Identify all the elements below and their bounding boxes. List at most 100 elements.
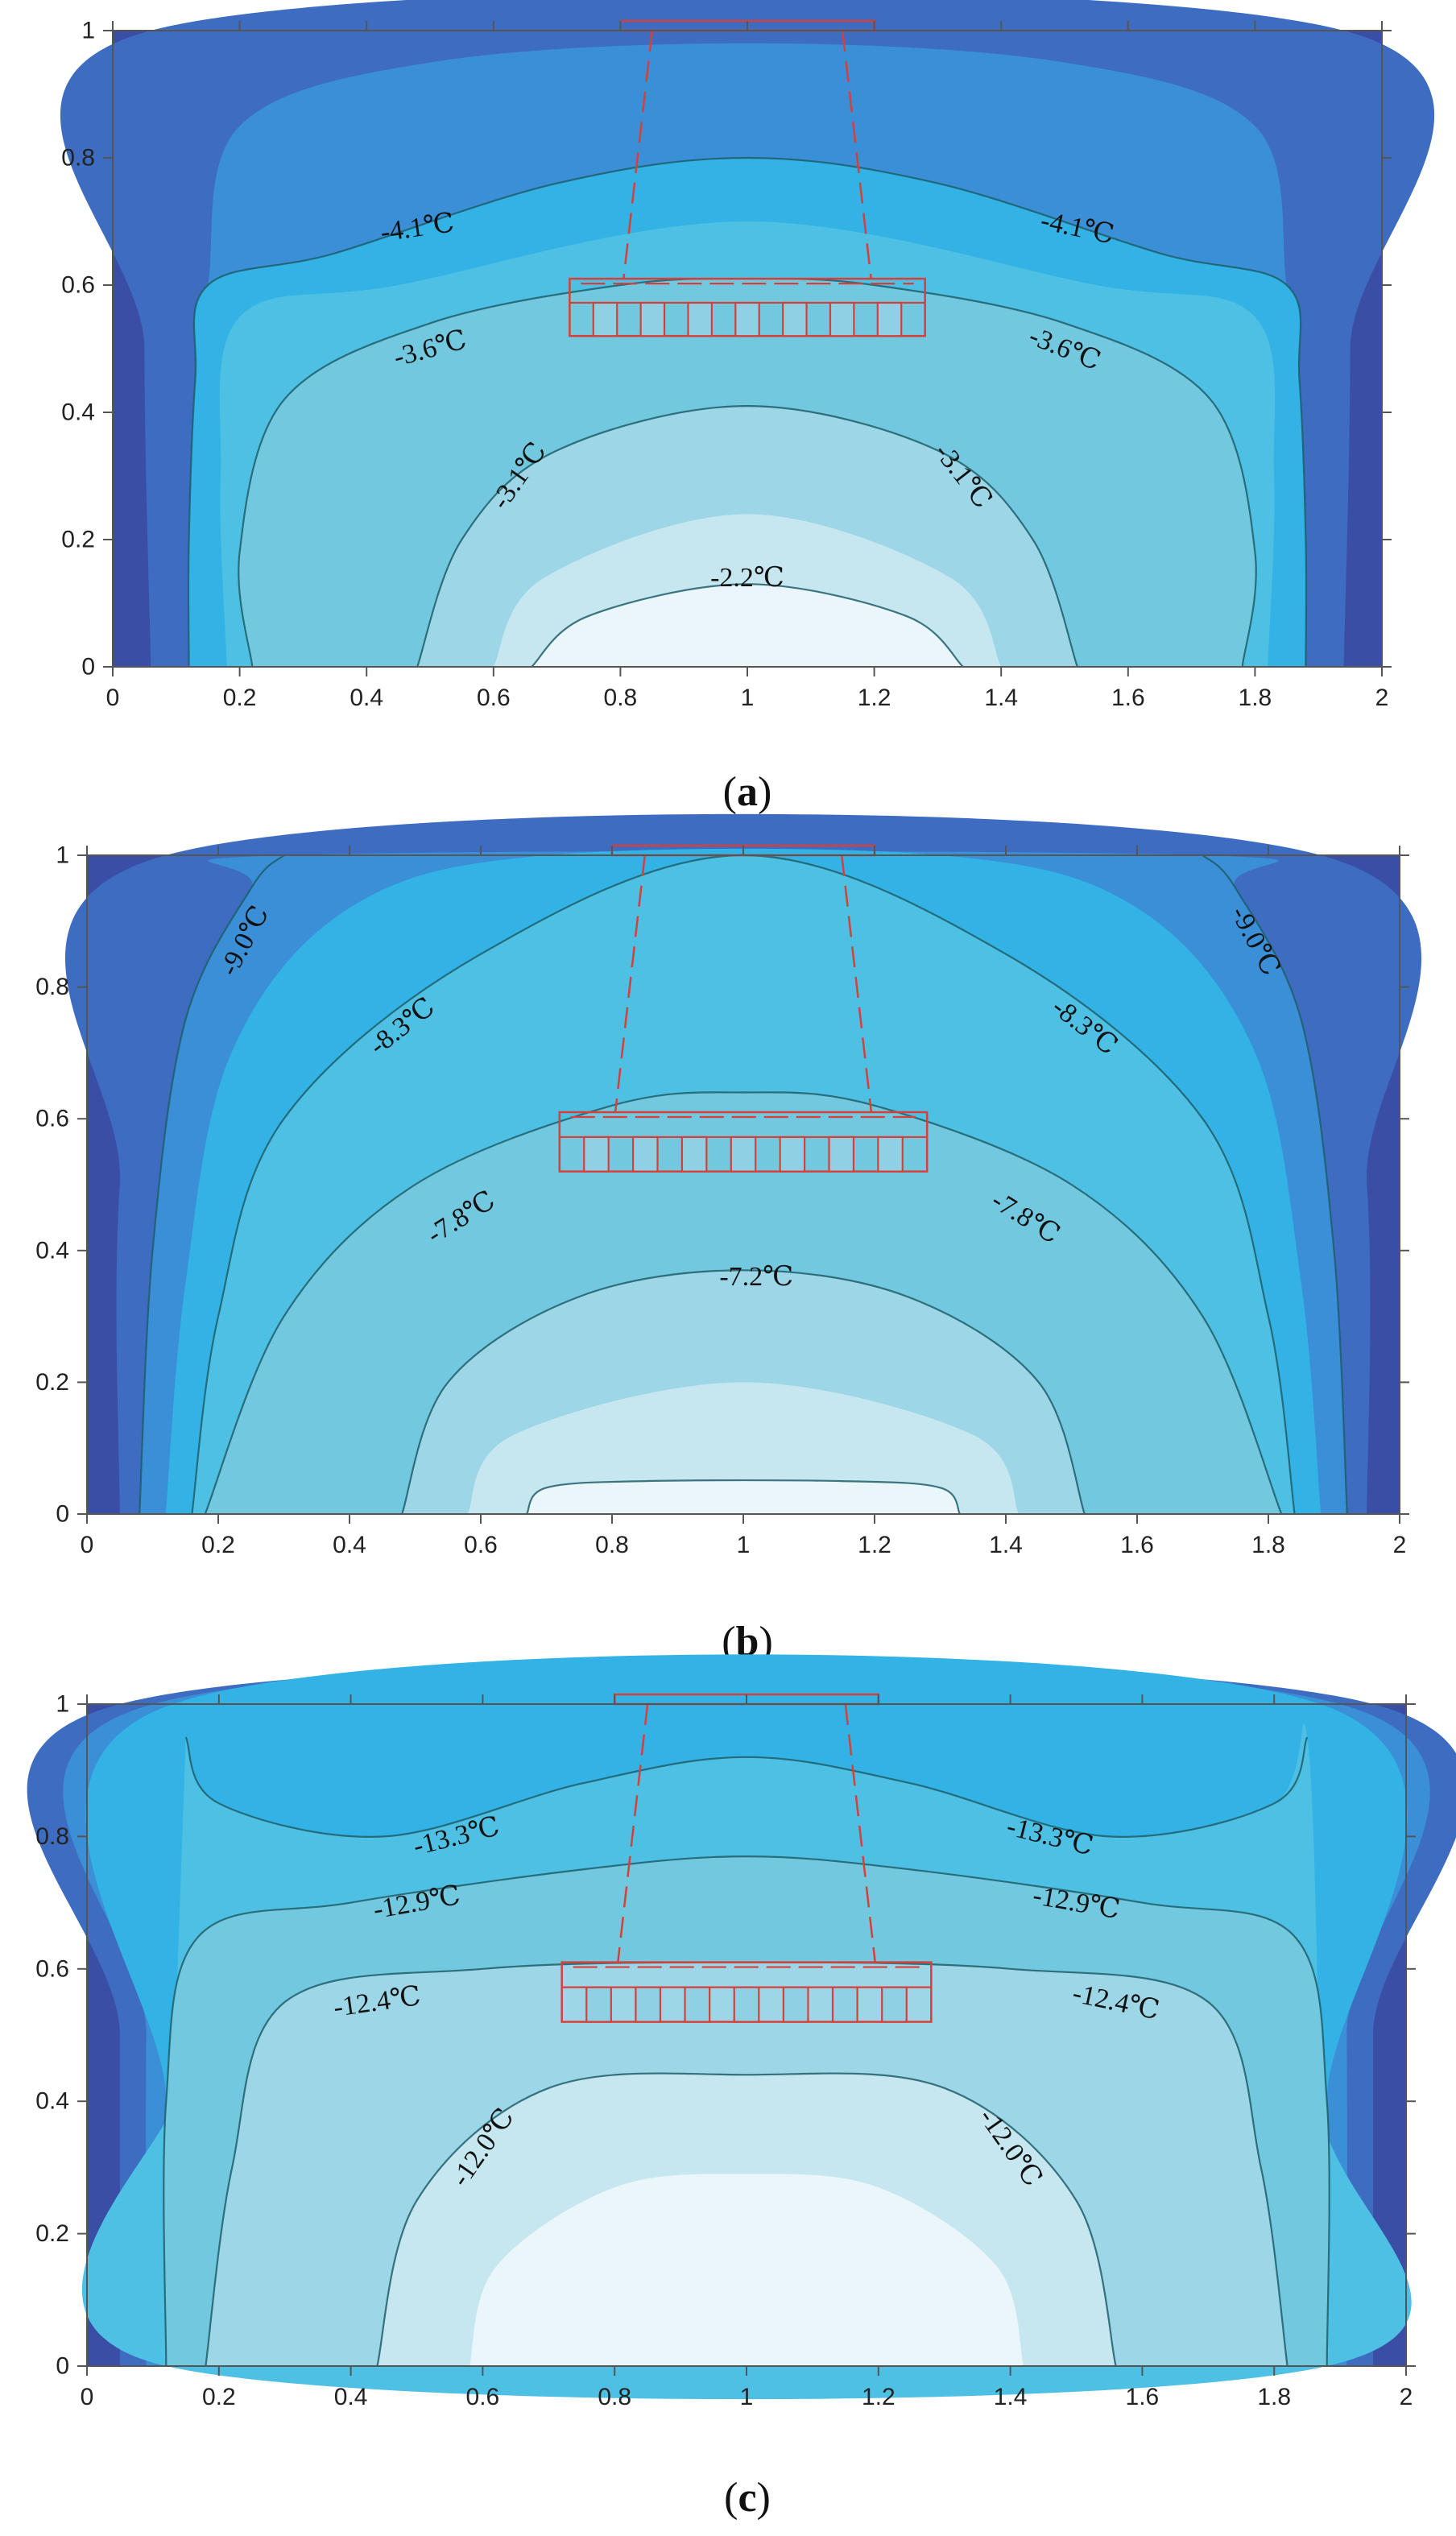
panel-c-sleeper-notch-3 — [684, 1986, 711, 2023]
panel-b-x-tick-label-0: 0 — [81, 1532, 94, 1558]
panel-b-x-tick-label-4: 0.8 — [595, 1532, 629, 1558]
panel-c-sleeper-notch-1 — [585, 1986, 612, 2023]
panel-a-right-diffusion-line — [841, 30, 872, 279]
panel-a-x-tick-label-4: 0.8 — [604, 685, 638, 711]
panel-a-contour-label-7: -2.2℃ — [710, 563, 784, 593]
panel-c-x-tick-label-5: 1 — [740, 2384, 754, 2410]
panel-c-y-tick-label-1: 0.2 — [35, 2220, 69, 2247]
panel-a-contour-4 — [531, 583, 964, 668]
panel-a-sleeper-notch-6 — [829, 301, 855, 337]
panel-c-x-tick-label-0: 0 — [81, 2384, 94, 2410]
panel-a-y-tick-label-2: 0.4 — [61, 399, 95, 426]
panel-a-sleeper-notch-5 — [782, 301, 808, 337]
panel-c-sleeper-notch-5 — [782, 1986, 809, 2023]
panel-c-right-diffusion-line — [844, 1703, 876, 1963]
panel-c-contour-2 — [163, 1855, 1330, 2367]
panel-b-contour-4 — [204, 1091, 1283, 1515]
panel-a-sleeper-notch-3 — [687, 301, 713, 337]
panel-a-y-tick-label-5: 1 — [81, 18, 95, 44]
panel-b-y-tick-label-0: 0 — [56, 1501, 69, 1528]
panel-c: -13.3℃ -13.3℃-12.9℃ -12.9℃-12.4℃ -12.4℃-12.… — [27, 1654, 1456, 2521]
panel-b-y-tick-label-5: 1 — [56, 842, 69, 869]
panel-a: -4.1℃ -4.1℃-3.6℃ -3.6℃-3.1℃ -3.1℃-2.2℃ 0 0.2… — [60, 0, 1435, 815]
panel-c-axes: 0 0.2 0.4 0.6 0.8 1 1.2 1.4 1.6 1.8 2 0 0.2 0.4 0.6 0.8… — [35, 1691, 1416, 2410]
panel-b-sleeper-notch-2 — [631, 1136, 659, 1173]
panel-b-sleeper-notch-5 — [779, 1136, 806, 1173]
panel-a-y-tick-label-4: 0.8 — [61, 145, 95, 172]
panel-c-y-tick-label-0: 0 — [56, 2353, 69, 2380]
panel-b-right-diffusion-line — [841, 854, 873, 1113]
panel-c-x-tick-label-10: 2 — [1400, 2384, 1413, 2410]
panel-c-x-tick-label-6: 1.2 — [862, 2384, 896, 2410]
panel-c-sleeper-notch-6 — [831, 1986, 858, 2023]
panel-c-y-tick-label-5: 1 — [56, 1691, 69, 1718]
panel-a-contour-1 — [187, 156, 1308, 668]
panel-a-y-tick-label-3: 0.6 — [61, 272, 95, 299]
panel-c-x-tick-label-4: 0.8 — [598, 2384, 631, 2410]
panel-b-sleeper-notch-6 — [828, 1136, 855, 1173]
panel-c-contour-4 — [376, 2072, 1117, 2367]
panel-c-x-tick-label-8: 1.6 — [1126, 2384, 1160, 2410]
panel-a-axes: 0 0.2 0.4 0.6 0.8 1 1.2 1.4 1.6 1.8 2 0 0.2 0.4 0.6 0.8… — [61, 18, 1392, 711]
panel-a-x-tick-label-8: 1.6 — [1111, 685, 1145, 711]
panel-b-contour-2 — [1202, 854, 1348, 1515]
panel-b-y-tick-label-1: 0.2 — [35, 1369, 69, 1396]
panel-b-x-tick-label-2: 0.4 — [333, 1532, 366, 1558]
panel-c-left-diffusion-line — [617, 1703, 649, 1963]
panel-a-x-tick-label-10: 2 — [1375, 685, 1389, 711]
panel-b-pavement-structure — [558, 844, 929, 1173]
panel-b-y-tick-label-3: 0.6 — [35, 1106, 69, 1132]
panel-b-x-tick-label-8: 1.6 — [1120, 1532, 1154, 1558]
panel-c-y-tick-label-3: 0.6 — [35, 1955, 69, 1982]
panel-a-pavement-structure — [569, 19, 926, 337]
panel-b-x-tick-label-3: 0.6 — [464, 1532, 498, 1558]
panel-c-y-tick-label-2: 0.4 — [35, 2088, 69, 2115]
panel-b-x-tick-label-5: 1 — [737, 1532, 751, 1558]
panel-b-y-tick-label-4: 0.8 — [35, 974, 69, 1000]
panel-b-x-tick-label-10: 2 — [1393, 1532, 1407, 1558]
panel-b-band-7 — [467, 1382, 1020, 1514]
panel-a-x-tick-label-1: 0.2 — [223, 685, 257, 711]
panel-a-x-tick-label-0: 0 — [106, 685, 120, 711]
panel-b-contour-5 — [401, 1269, 1086, 1515]
panel-a-sleeper-notch-7 — [876, 301, 903, 337]
panel-a-x-tick-label-5: 1 — [741, 685, 755, 711]
panel-a-x-tick-label-2: 0.4 — [350, 685, 383, 711]
panel-b-sleeper-notch-7 — [877, 1136, 904, 1173]
panel-c-x-tick-label-7: 1.4 — [994, 2384, 1028, 2410]
panel-a-caption: (a) — [723, 769, 772, 815]
panel-b-sleeper-notch-4 — [730, 1136, 757, 1173]
panel-b-y-tick-label-2: 0.4 — [35, 1237, 69, 1264]
panel-b-contour-label-7: -7.2℃ — [719, 1262, 793, 1292]
panel-b-sleeper-notch-1 — [583, 1136, 610, 1173]
panel-b: -9.0℃ -9.0℃-8.3℃ -8.3℃-7.8℃ -7.8℃-7.2℃ 0 0.2… — [35, 813, 1422, 1665]
panel-c-x-tick-label-1: 0.2 — [202, 2384, 236, 2410]
panel-b-band-8 — [527, 1480, 960, 1514]
panel-a-band-8 — [532, 584, 963, 667]
panel-b-x-tick-label-7: 1.4 — [989, 1532, 1023, 1558]
panel-a-x-tick-label-3: 0.6 — [477, 685, 511, 711]
panel-a-sleeper-notch-4 — [734, 301, 760, 337]
panel-b-left-diffusion-line — [614, 854, 646, 1113]
panel-c-sleeper-notch-2 — [635, 1986, 662, 2023]
panel-b-sleeper-notch-3 — [680, 1136, 708, 1173]
panel-a-sleeper-notch-1 — [592, 301, 618, 337]
panel-a-sleeper-notch-2 — [639, 301, 666, 337]
panel-c-contour-1 — [184, 1736, 1309, 1838]
panel-b-contour-6 — [526, 1479, 961, 1515]
panel-a-x-tick-label-6: 1.2 — [858, 685, 891, 711]
panel-a-y-tick-label-1: 0.2 — [61, 527, 95, 553]
panel-b-x-tick-label-1: 0.2 — [201, 1532, 235, 1558]
panel-c-x-tick-label-2: 0.4 — [334, 2384, 368, 2410]
panel-a-x-tick-label-7: 1.4 — [984, 685, 1018, 711]
panel-c-band-8 — [469, 2174, 1024, 2366]
panel-c-x-tick-label-9: 1.8 — [1257, 2384, 1291, 2410]
panel-b-axes: 0 0.2 0.4 0.6 0.8 1 1.2 1.4 1.6 1.8 2 0 0.2 0.4 0.6 0.8… — [35, 842, 1409, 1558]
panel-c-caption: (c) — [724, 2475, 771, 2521]
panel-b-x-tick-label-6: 1.2 — [858, 1532, 891, 1558]
panel-c-sleeper-notch-7 — [881, 1986, 908, 2023]
panel-c-y-tick-label-4: 0.8 — [35, 1823, 69, 1850]
panel-c-sleeper-notch-4 — [733, 1986, 760, 2023]
panel-c-color-bands — [27, 1654, 1456, 2400]
